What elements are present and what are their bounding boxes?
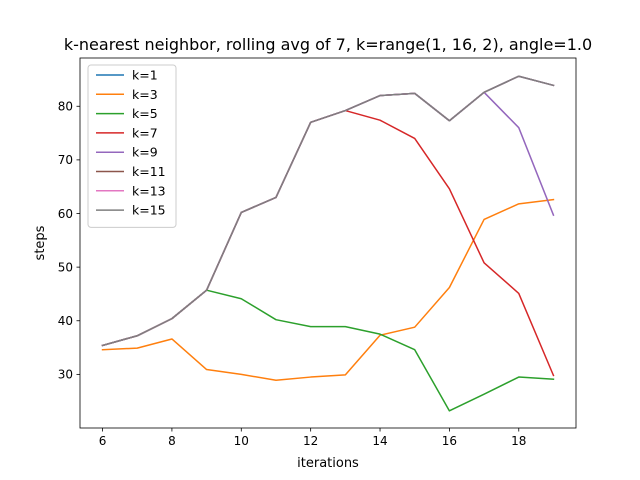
- legend-label: k=5: [132, 106, 158, 121]
- x-tick-label: 12: [303, 434, 318, 448]
- legend-label: k=3: [132, 87, 158, 102]
- legend-label: k=11: [132, 164, 166, 179]
- legend-label: k=13: [132, 183, 166, 198]
- y-tick-label: 50: [58, 260, 73, 274]
- x-tick-label: 8: [168, 434, 176, 448]
- y-axis-label: steps: [33, 225, 48, 260]
- x-tick-label: 14: [372, 434, 387, 448]
- legend-label: k=15: [132, 203, 166, 218]
- series-group: [101, 75, 555, 412]
- y-axis: 30 40 50 60 70 80: [58, 100, 80, 382]
- y-tick-label: 80: [58, 100, 73, 114]
- legend-box: [87, 64, 177, 228]
- series-line-k-3: [101, 198, 555, 382]
- legend-label: k=1: [132, 68, 158, 83]
- x-tick-label: 16: [442, 434, 457, 448]
- y-tick-label: 60: [58, 207, 73, 221]
- legend-label: k=9: [132, 145, 158, 160]
- legend-label: k=7: [132, 125, 158, 140]
- chart-title: k-nearest neighbor, rolling avg of 7, k=…: [64, 35, 592, 54]
- series-line-k-15: [101, 75, 555, 347]
- y-tick-label: 40: [58, 314, 73, 328]
- x-axis-label: iterations: [297, 456, 359, 471]
- x-tick-label: 10: [234, 434, 249, 448]
- y-tick-label: 30: [58, 368, 73, 382]
- x-axis: 6 8 10 12 14 16 18: [99, 428, 526, 448]
- legend: k=1 k=3 k=5 k=7 k=9 k=11 k=13 k=15: [87, 64, 177, 228]
- y-tick-label: 70: [58, 153, 73, 167]
- x-tick-label: 6: [99, 434, 107, 448]
- x-tick-label: 18: [511, 434, 526, 448]
- plot-frame: [79, 57, 577, 429]
